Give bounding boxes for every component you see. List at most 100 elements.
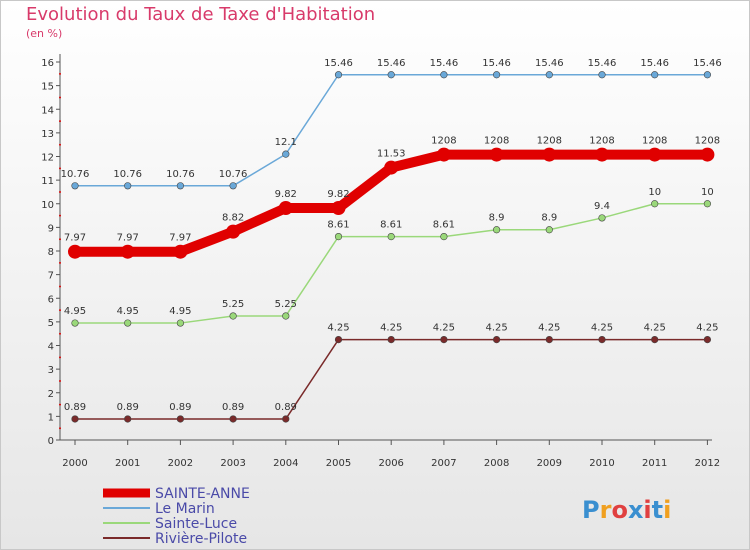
x-tick-label: 2007 <box>431 458 456 469</box>
data-point <box>703 335 712 344</box>
data-label: 1208 <box>642 136 667 147</box>
data-label: 11.53 <box>377 149 406 160</box>
y-minor-tick <box>59 167 61 170</box>
y-tick-label: 13 <box>41 129 54 140</box>
data-point <box>651 71 659 79</box>
x-tick-label: 2004 <box>273 458 298 469</box>
legend-label: Sainte-Luce <box>155 516 237 532</box>
chart-title: Evolution du Taux de Taxe d'Habitation <box>26 4 376 25</box>
data-label: 0.89 <box>117 402 139 413</box>
data-label: 8.61 <box>327 220 349 231</box>
data-label: 4.25 <box>644 323 666 334</box>
data-point <box>334 232 343 241</box>
data-label: 15.46 <box>324 58 353 69</box>
data-label: 10 <box>648 187 661 198</box>
data-label: 4.95 <box>169 306 191 317</box>
y-tick-label: 5 <box>48 318 54 329</box>
data-point <box>493 226 501 234</box>
data-label: 8.9 <box>541 213 557 224</box>
data-label: 5.25 <box>222 299 244 310</box>
data-label: 1208 <box>695 136 720 147</box>
data-point <box>71 182 79 190</box>
x-tick-label: 2001 <box>115 458 140 469</box>
data-point <box>387 335 395 344</box>
data-label: 0.89 <box>275 402 297 413</box>
data-point <box>440 232 448 241</box>
data-point <box>440 335 448 344</box>
data-point <box>71 415 79 423</box>
data-label: 15.46 <box>482 58 511 69</box>
x-tick-label: 2009 <box>537 458 562 469</box>
data-point <box>545 226 553 234</box>
logo-letter: x <box>628 496 644 524</box>
y-tick-label: 12 <box>41 153 54 164</box>
x-tick-label: 2003 <box>220 458 245 469</box>
data-point <box>700 147 715 162</box>
data-label: 7.97 <box>117 233 139 244</box>
data-point <box>545 335 553 344</box>
data-point <box>229 182 237 190</box>
data-label: 9.82 <box>275 189 297 200</box>
data-point <box>595 147 609 162</box>
data-label: 8.82 <box>222 213 244 224</box>
data-point <box>229 312 237 320</box>
data-label: 4.25 <box>327 323 349 334</box>
x-tick-label: 2000 <box>62 458 87 469</box>
data-point <box>542 147 557 162</box>
data-label: 15.46 <box>377 58 406 69</box>
data-point <box>651 335 659 344</box>
data-label: 1208 <box>431 136 456 147</box>
data-point <box>124 319 132 327</box>
data-point <box>226 224 241 239</box>
data-point <box>176 319 184 327</box>
y-tick-label: 1 <box>48 412 54 423</box>
y-minor-tick <box>59 403 61 406</box>
data-point <box>493 71 501 79</box>
proxiti-logo: Proxiti <box>582 496 671 524</box>
y-tick-label: 9 <box>48 223 54 234</box>
y-tick-label: 6 <box>48 294 54 305</box>
y-minor-tick <box>59 238 61 241</box>
y-tick-label: 0 <box>48 436 54 447</box>
logo-letter: r <box>600 496 612 524</box>
data-label: 15.46 <box>535 58 564 69</box>
x-tick-label: 2002 <box>168 458 193 469</box>
x-tick-label: 2008 <box>484 458 509 469</box>
data-label: 10 <box>701 187 714 198</box>
data-label: 12.1 <box>275 137 297 148</box>
logo-letter: i <box>643 496 651 524</box>
y-minor-tick <box>59 72 61 75</box>
y-tick-label: 8 <box>48 247 54 258</box>
data-point <box>176 415 184 423</box>
data-point <box>124 182 132 190</box>
data-point <box>334 71 343 79</box>
data-point <box>173 244 188 259</box>
data-label: 5.25 <box>275 299 297 310</box>
y-tick-label: 16 <box>41 58 54 69</box>
data-point <box>331 201 346 216</box>
data-label: 10.76 <box>113 169 142 180</box>
y-minor-tick <box>59 285 61 288</box>
y-minor-tick <box>59 96 61 99</box>
data-point <box>545 71 553 79</box>
data-point <box>703 71 712 79</box>
y-minor-tick <box>59 143 61 146</box>
data-label: 4.25 <box>538 323 560 334</box>
data-point <box>598 71 606 79</box>
y-tick-label: 7 <box>48 271 54 282</box>
data-point <box>120 244 135 259</box>
y-minor-tick <box>59 214 61 217</box>
data-label: 10.76 <box>61 169 90 180</box>
x-tick-label: 2006 <box>378 458 403 469</box>
data-point <box>334 335 343 344</box>
data-point <box>68 244 82 259</box>
y-tick-label: 2 <box>48 389 54 400</box>
data-point <box>387 71 395 79</box>
data-point <box>176 182 184 190</box>
y-minor-tick <box>59 427 61 430</box>
data-label: 4.25 <box>696 323 718 334</box>
data-point <box>703 200 712 208</box>
data-label: 4.25 <box>485 323 507 334</box>
data-point <box>282 415 290 423</box>
